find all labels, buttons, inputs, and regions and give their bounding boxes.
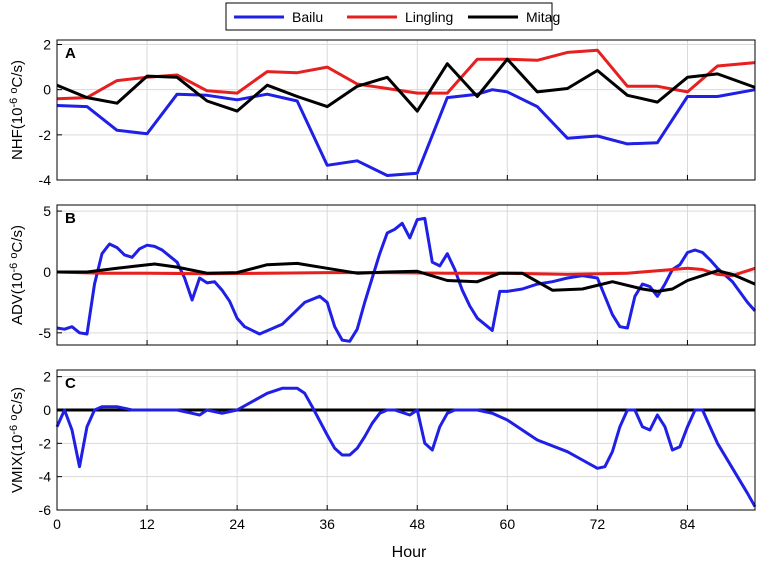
y-tick-label: -5 — [39, 325, 52, 341]
panel-letter: C — [65, 375, 76, 392]
axis-box — [56, 204, 756, 346]
y-tick-label: 5 — [43, 203, 51, 219]
y-axis-label-part: C/s) — [9, 225, 26, 253]
legend-label-bailu: Bailu — [292, 9, 323, 25]
y-axis-label-part: NHF(10 — [9, 108, 26, 161]
x-tick-label: 12 — [139, 516, 155, 532]
y-axis-label: NHF(10-6 oC/s) — [8, 60, 26, 160]
axis-box — [56, 369, 756, 511]
panel-b: -5 0 5 B ADV(10-6 oC/s) — [8, 203, 757, 346]
series-line-lingling — [56, 48, 756, 101]
x-tick-label: 24 — [229, 516, 245, 532]
y-tick-label: 0 — [43, 82, 51, 98]
x-tick-label: 72 — [590, 516, 606, 532]
x-tick-label: 84 — [680, 516, 696, 532]
y-tick-label: 2 — [43, 37, 51, 53]
legend: Bailu Lingling Mitag — [225, 2, 560, 31]
y-axis-label-part: o — [8, 252, 20, 258]
y-axis-label: ADV(10-6 oC/s) — [8, 225, 26, 325]
y-axis-label-part: o — [8, 87, 20, 93]
panel-letter: A — [65, 45, 76, 62]
y-tick-label: 2 — [43, 369, 51, 385]
y-axis-label-part: -6 — [8, 425, 20, 435]
y-tick-label: -4 — [39, 469, 52, 485]
x-tick-label: 0 — [53, 516, 61, 532]
y-tick-label: -2 — [39, 127, 52, 143]
y-tick-label: 0 — [43, 402, 51, 418]
x-axis-label: Hour — [392, 544, 427, 561]
series-line-bailu — [56, 88, 756, 177]
series-line-mitag — [57, 261, 756, 293]
series-line-mitag — [56, 57, 756, 113]
y-axis-label-part: C/s) — [9, 60, 26, 88]
legend-label-mitag: Mitag — [526, 9, 560, 25]
y-tick-label: 0 — [43, 264, 51, 280]
y-axis-label-part: -6 — [8, 98, 20, 108]
x-tick-label: 36 — [319, 516, 335, 532]
axis-box — [56, 39, 756, 181]
series-line-bailu — [55, 386, 757, 508]
panel-letter: B — [65, 210, 76, 227]
y-axis-label-part: ADV(10 — [9, 273, 26, 326]
x-tick-label: 48 — [409, 516, 425, 532]
panel-a: -4 -2 0 2A NHF(10-6 oC/s) — [8, 37, 756, 188]
legend-label-lingling: Lingling — [405, 9, 453, 25]
y-tick-label: -6 — [39, 502, 52, 518]
y-axis-label-part: C/s) — [9, 387, 26, 415]
y-axis-label: VMIX(10-6 oC/s) — [8, 387, 26, 493]
y-tick-label: -2 — [39, 435, 52, 451]
y-tick-label: -4 — [39, 172, 52, 188]
series-line-bailu — [56, 216, 757, 343]
y-axis-label-part: -6 — [8, 263, 20, 273]
y-axis-label-part: o — [8, 415, 20, 421]
y-axis-label-part: VMIX(10 — [9, 435, 26, 493]
x-tick-label: 60 — [500, 516, 516, 532]
